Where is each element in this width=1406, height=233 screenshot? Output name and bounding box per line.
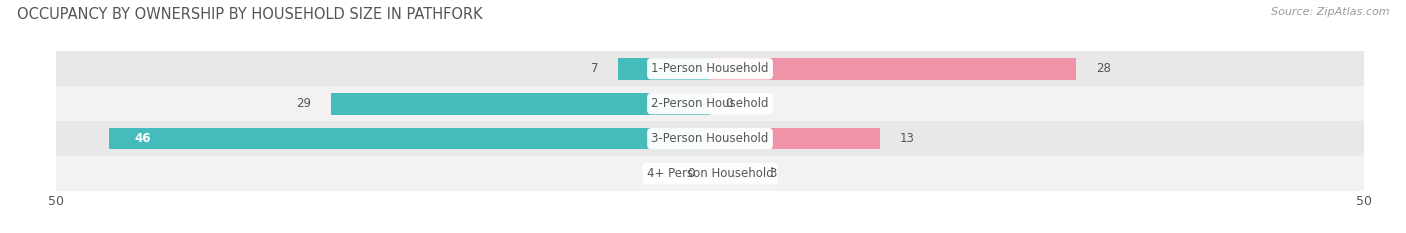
Text: 0: 0 xyxy=(688,167,695,180)
Text: 29: 29 xyxy=(297,97,311,110)
Bar xyxy=(710,163,749,185)
Bar xyxy=(56,121,1364,156)
Bar xyxy=(710,58,1076,80)
Text: 13: 13 xyxy=(900,132,914,145)
Text: 2-Person Household: 2-Person Household xyxy=(651,97,769,110)
Text: OCCUPANCY BY OWNERSHIP BY HOUSEHOLD SIZE IN PATHFORK: OCCUPANCY BY OWNERSHIP BY HOUSEHOLD SIZE… xyxy=(17,7,482,22)
Bar xyxy=(56,156,1364,191)
Text: Source: ZipAtlas.com: Source: ZipAtlas.com xyxy=(1271,7,1389,17)
Text: 4+ Person Household: 4+ Person Household xyxy=(647,167,773,180)
Text: 28: 28 xyxy=(1095,62,1111,75)
Bar xyxy=(619,58,710,80)
Bar xyxy=(330,93,710,115)
Text: 7: 7 xyxy=(592,62,599,75)
Text: 46: 46 xyxy=(135,132,152,145)
Bar xyxy=(710,128,880,150)
Bar xyxy=(56,51,1364,86)
Text: 3: 3 xyxy=(769,167,776,180)
Text: 0: 0 xyxy=(725,97,733,110)
Bar xyxy=(56,86,1364,121)
Text: 1-Person Household: 1-Person Household xyxy=(651,62,769,75)
Text: 3-Person Household: 3-Person Household xyxy=(651,132,769,145)
Bar xyxy=(108,128,710,150)
